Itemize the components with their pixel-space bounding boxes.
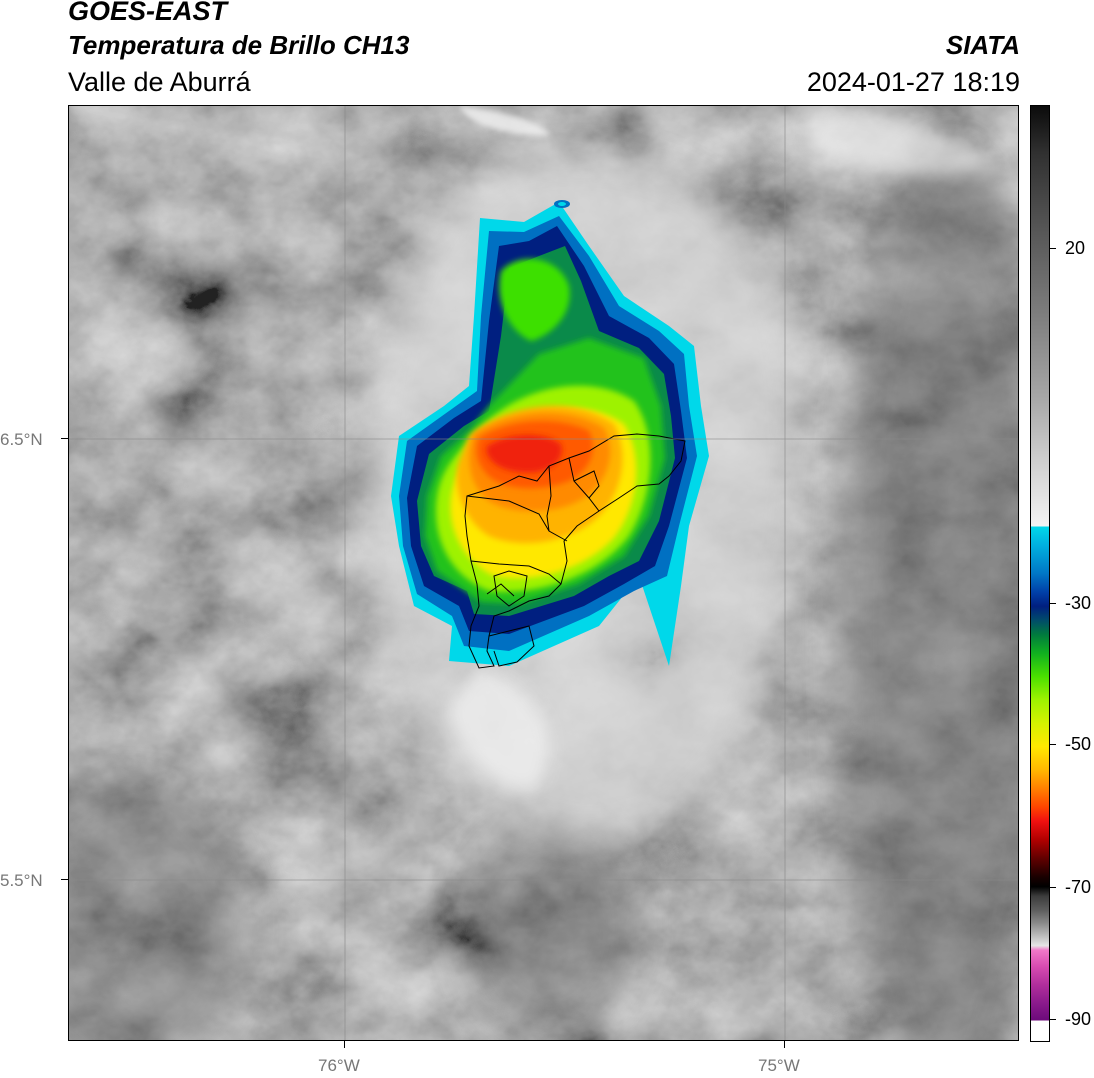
colorbar-tick <box>1050 1019 1056 1020</box>
product-title: Temperatura de Brillo CH13 <box>68 30 410 60</box>
lat-tick <box>61 438 68 439</box>
longitude-label: 76°W <box>318 1056 360 1075</box>
colorbar-tick <box>1050 248 1056 249</box>
satellite-title: GOES-EAST <box>68 0 228 26</box>
lat-tick <box>61 879 68 880</box>
dark-cloud-areas <box>69 146 1018 1040</box>
longitude-label: 75°W <box>758 1056 800 1075</box>
colorbar-tick-label: -90 <box>1065 1009 1092 1029</box>
municipal-boundaries <box>464 433 686 669</box>
colorbar-tick <box>1050 744 1056 745</box>
graticule <box>69 106 1018 1040</box>
colorbar-tick <box>1050 887 1056 888</box>
map-frame <box>68 105 1019 1041</box>
colorbar-tick-label: 20 <box>1065 238 1086 258</box>
lon-tick <box>784 1041 785 1048</box>
storm-core <box>391 200 709 666</box>
colorbar-tick <box>1050 603 1056 604</box>
organization-label: SIATA <box>945 30 1020 60</box>
region-label: Valle de Aburrá <box>68 67 251 97</box>
colorbar-tick-label: -50 <box>1065 734 1092 754</box>
colorbar-tick-label: -30 <box>1065 593 1092 613</box>
latitude-label: 5.5°N <box>0 871 43 890</box>
datetime-label: 2024-01-27 18:19 <box>806 67 1020 97</box>
brightness-temperature-map <box>69 106 1018 1040</box>
lon-tick <box>344 1041 345 1048</box>
colorbar-tick-label: -70 <box>1065 877 1092 897</box>
latitude-label: 6.5°N <box>0 430 43 449</box>
temperature-colorbar <box>1030 105 1050 1042</box>
